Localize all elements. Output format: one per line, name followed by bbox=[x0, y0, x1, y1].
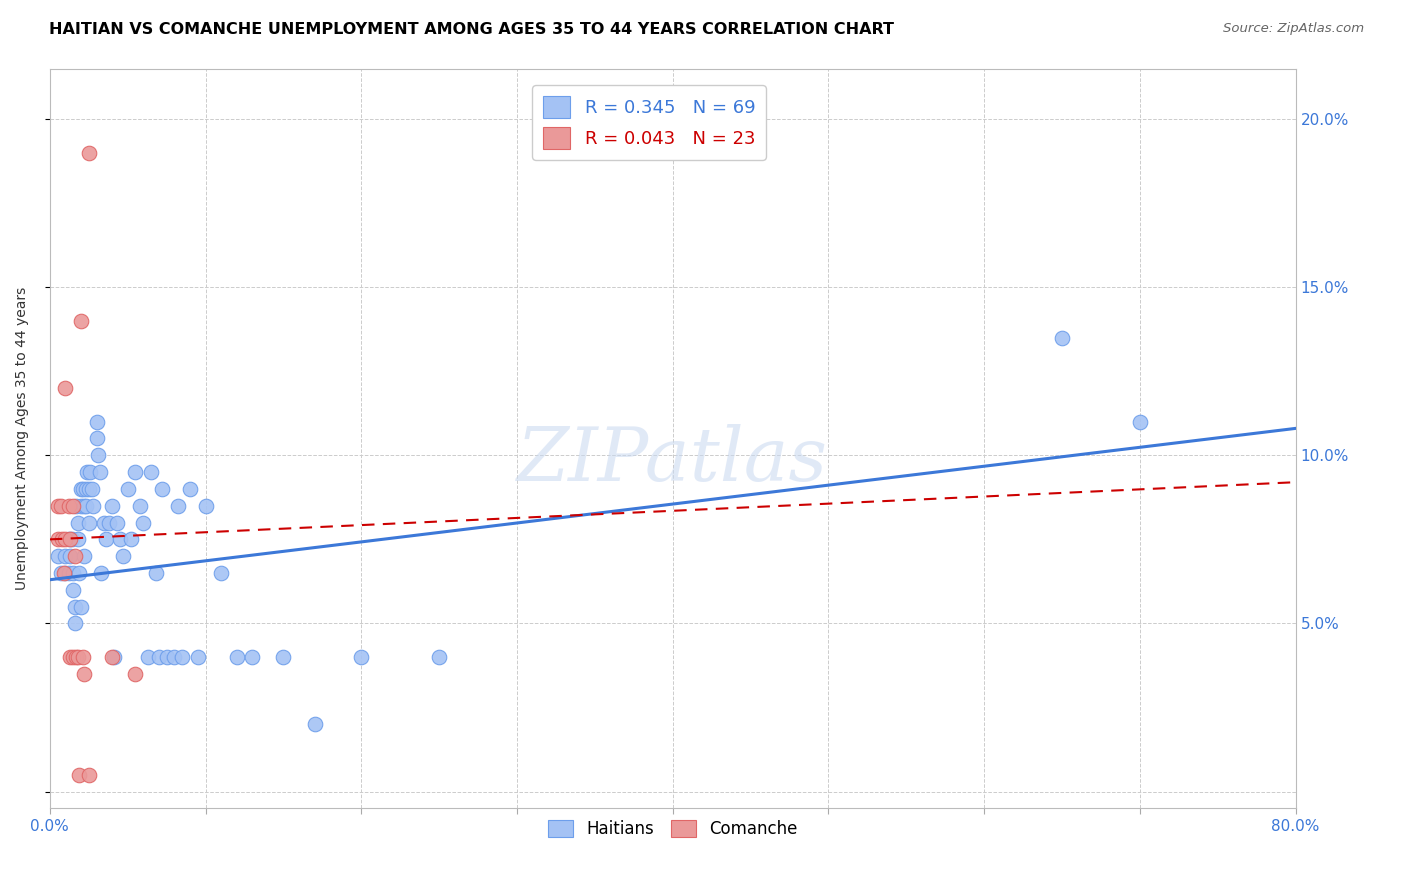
Legend: Haitians, Comanche: Haitians, Comanche bbox=[541, 813, 804, 845]
Point bbox=[225, 650, 247, 665]
Point bbox=[87, 448, 110, 462]
Point bbox=[1050, 330, 1073, 344]
Point bbox=[101, 650, 124, 665]
Point bbox=[82, 499, 104, 513]
Point bbox=[63, 599, 86, 614]
Point bbox=[46, 533, 69, 547]
Point bbox=[66, 533, 89, 547]
Point bbox=[60, 533, 83, 547]
Point bbox=[73, 667, 96, 681]
Point bbox=[80, 482, 103, 496]
Point bbox=[427, 650, 450, 665]
Point bbox=[90, 566, 112, 580]
Point bbox=[67, 566, 90, 580]
Point bbox=[58, 533, 80, 547]
Point bbox=[51, 533, 73, 547]
Point bbox=[129, 499, 152, 513]
Point bbox=[94, 533, 117, 547]
Point bbox=[72, 650, 94, 665]
Point bbox=[55, 381, 77, 395]
Point bbox=[66, 650, 89, 665]
Point bbox=[120, 533, 142, 547]
Point bbox=[79, 465, 101, 479]
Point bbox=[63, 549, 86, 564]
Point bbox=[55, 549, 77, 564]
Point bbox=[65, 499, 87, 513]
Point bbox=[73, 499, 96, 513]
Point bbox=[139, 465, 162, 479]
Point bbox=[124, 667, 146, 681]
Text: ZIPatlas: ZIPatlas bbox=[517, 425, 828, 497]
Point bbox=[304, 717, 326, 731]
Point bbox=[58, 566, 80, 580]
Point bbox=[101, 499, 124, 513]
Point bbox=[65, 650, 87, 665]
Point bbox=[62, 499, 84, 513]
Point bbox=[240, 650, 263, 665]
Text: HAITIAN VS COMANCHE UNEMPLOYMENT AMONG AGES 35 TO 44 YEARS CORRELATION CHART: HAITIAN VS COMANCHE UNEMPLOYMENT AMONG A… bbox=[49, 22, 894, 37]
Point bbox=[136, 650, 159, 665]
Point bbox=[105, 516, 128, 530]
Point bbox=[66, 516, 89, 530]
Point bbox=[55, 533, 77, 547]
Point bbox=[62, 582, 84, 597]
Point bbox=[1129, 415, 1152, 429]
Point bbox=[172, 650, 194, 665]
Point bbox=[59, 650, 82, 665]
Point bbox=[209, 566, 232, 580]
Point bbox=[124, 465, 146, 479]
Point bbox=[62, 650, 84, 665]
Point bbox=[108, 533, 131, 547]
Y-axis label: Unemployment Among Ages 35 to 44 years: Unemployment Among Ages 35 to 44 years bbox=[15, 287, 30, 591]
Point bbox=[75, 482, 97, 496]
Point bbox=[150, 482, 173, 496]
Point bbox=[62, 566, 84, 580]
Point bbox=[166, 499, 188, 513]
Point bbox=[73, 549, 96, 564]
Point bbox=[46, 499, 69, 513]
Point bbox=[117, 482, 139, 496]
Point bbox=[70, 314, 93, 328]
Point bbox=[77, 145, 100, 160]
Point bbox=[70, 499, 93, 513]
Point bbox=[52, 566, 75, 580]
Point bbox=[156, 650, 179, 665]
Point bbox=[350, 650, 373, 665]
Point bbox=[55, 566, 77, 580]
Point bbox=[75, 499, 97, 513]
Point bbox=[132, 516, 155, 530]
Point bbox=[111, 549, 134, 564]
Point bbox=[98, 516, 121, 530]
Point bbox=[59, 549, 82, 564]
Point bbox=[49, 566, 72, 580]
Point bbox=[187, 650, 209, 665]
Point bbox=[145, 566, 167, 580]
Point bbox=[77, 482, 100, 496]
Point bbox=[273, 650, 295, 665]
Point bbox=[70, 599, 93, 614]
Point bbox=[76, 465, 98, 479]
Point bbox=[77, 768, 100, 782]
Point bbox=[103, 650, 125, 665]
Point bbox=[63, 616, 86, 631]
Point bbox=[179, 482, 201, 496]
Point bbox=[58, 499, 80, 513]
Point bbox=[49, 499, 72, 513]
Point bbox=[163, 650, 186, 665]
Point bbox=[72, 482, 94, 496]
Point bbox=[86, 432, 108, 446]
Point bbox=[59, 533, 82, 547]
Point bbox=[46, 549, 69, 564]
Point bbox=[70, 482, 93, 496]
Point bbox=[148, 650, 170, 665]
Point bbox=[67, 768, 90, 782]
Text: Source: ZipAtlas.com: Source: ZipAtlas.com bbox=[1223, 22, 1364, 36]
Point bbox=[194, 499, 217, 513]
Point bbox=[89, 465, 111, 479]
Point bbox=[93, 516, 115, 530]
Point bbox=[77, 516, 100, 530]
Point bbox=[86, 415, 108, 429]
